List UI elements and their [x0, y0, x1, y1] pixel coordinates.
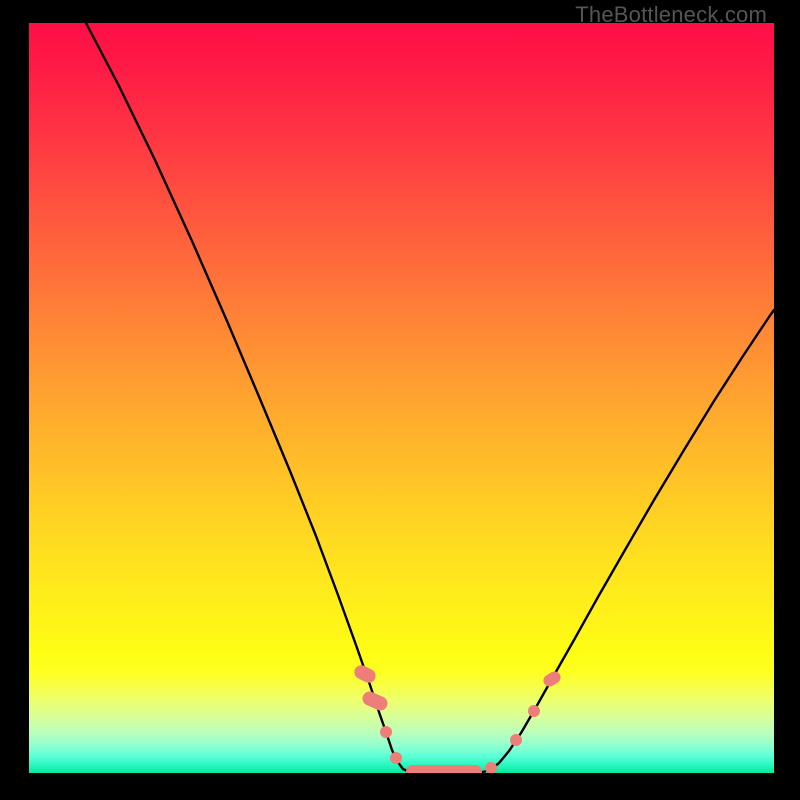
curve-marker [390, 752, 402, 764]
curve-marker [406, 765, 482, 773]
curve-marker [380, 726, 392, 738]
frame-left [0, 0, 29, 800]
plot-area [29, 23, 774, 773]
watermark-text: TheBottleneck.com [575, 2, 767, 28]
curve-marker [528, 705, 540, 717]
curve-marker [352, 663, 378, 685]
curve-marker [485, 762, 497, 773]
curve-marker [510, 734, 522, 746]
curve-marker [541, 669, 563, 689]
chart-stage: TheBottleneck.com [0, 0, 800, 800]
markers-layer [29, 23, 774, 773]
frame-right [774, 0, 800, 800]
frame-bottom [0, 773, 800, 800]
curve-marker [360, 689, 389, 712]
